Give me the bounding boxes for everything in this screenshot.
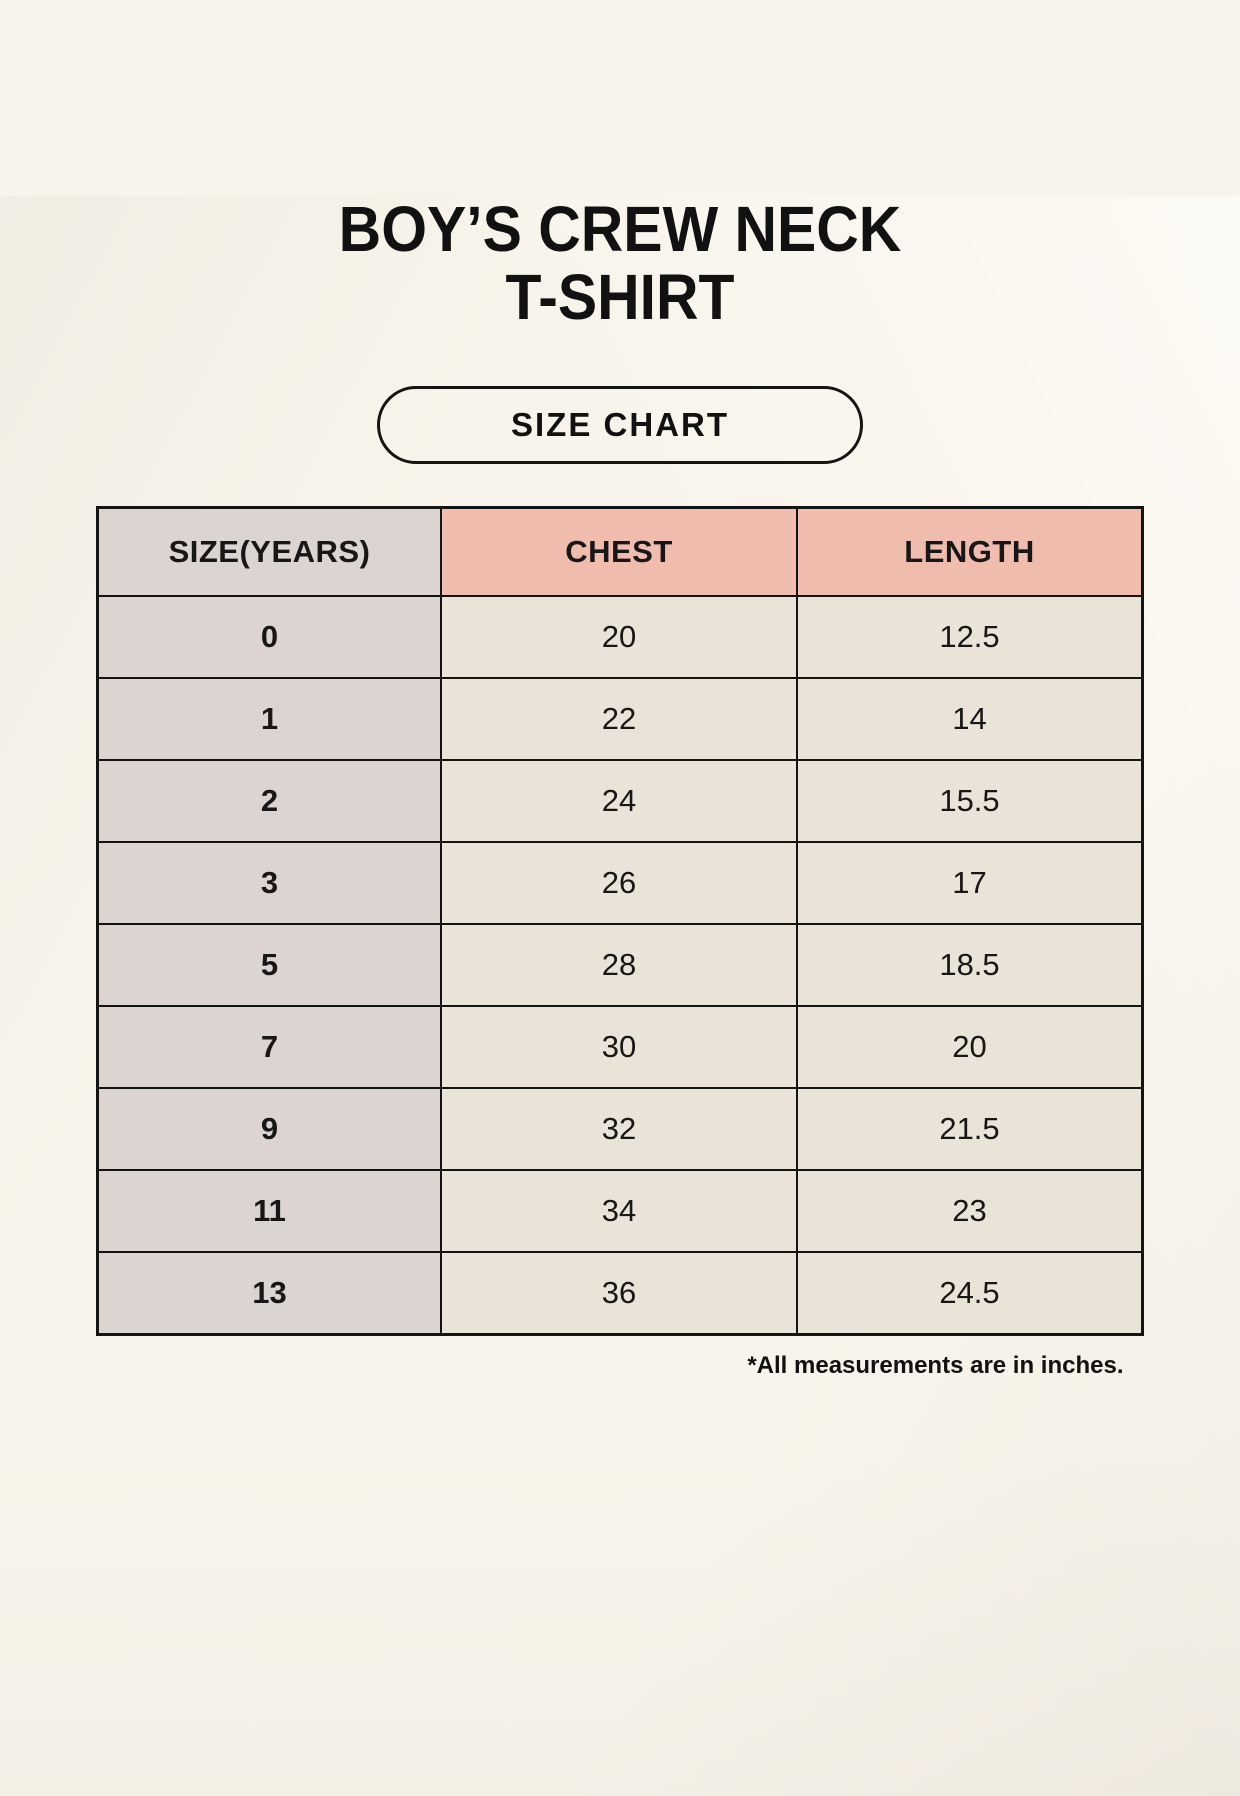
measurements-footnote: *All measurements are in inches. (747, 1351, 1124, 1379)
page-title-line-1: BOY’S CREW NECK (338, 193, 902, 265)
size-cell: 11 (96, 1168, 442, 1253)
chest-cell: 30 (440, 1004, 798, 1089)
size-table-header: SIZE(YEARS) CHEST LENGTH (96, 506, 1144, 597)
table-row: 13 36 24.5 (96, 1250, 1144, 1336)
header-row: SIZE(YEARS) CHEST LENGTH (96, 506, 1144, 597)
size-cell: 9 (96, 1086, 442, 1171)
chest-cell: 24 (440, 758, 798, 843)
page-title: BOY’S CREW NECK T-SHIRT (50, 193, 1191, 333)
size-cell: 3 (96, 840, 442, 925)
table-row: 9 32 21.5 (96, 1086, 1144, 1171)
table-row: 5 28 18.5 (96, 922, 1144, 1007)
chest-cell: 28 (440, 922, 798, 1007)
table-row: 11 34 23 (96, 1168, 1144, 1253)
size-chart-badge: SIZE CHART (377, 385, 863, 464)
chest-cell: 34 (440, 1168, 798, 1253)
length-cell: 12.5 (796, 594, 1144, 679)
column-header-chest: CHEST (440, 506, 798, 597)
length-cell: 17 (796, 840, 1144, 925)
size-cell: 5 (96, 922, 442, 1007)
table-row: 0 20 12.5 (96, 594, 1144, 679)
size-chart-badge-label: SIZE CHART (511, 405, 729, 443)
chest-cell: 22 (440, 676, 798, 761)
size-chart-page: BOY’S CREW NECK T-SHIRT SIZE CHART SIZE(… (0, 193, 1240, 1380)
table-row: 3 26 17 (96, 840, 1144, 925)
length-cell: 15.5 (796, 758, 1144, 843)
chest-cell: 26 (440, 840, 798, 925)
column-header-size-years: SIZE(YEARS) (96, 506, 442, 597)
size-cell: 0 (96, 594, 442, 679)
table-row: 1 22 14 (96, 676, 1144, 761)
length-cell: 23 (796, 1168, 1144, 1253)
table-row: 2 24 15.5 (96, 758, 1144, 843)
size-cell: 1 (96, 676, 442, 761)
size-cell: 13 (96, 1250, 442, 1336)
chest-cell: 32 (440, 1086, 798, 1171)
length-cell: 21.5 (796, 1086, 1144, 1171)
length-cell: 18.5 (796, 922, 1144, 1007)
column-header-length: LENGTH (796, 506, 1144, 597)
length-cell: 20 (796, 1004, 1144, 1089)
size-cell: 2 (96, 758, 442, 843)
chest-cell: 20 (440, 594, 798, 679)
size-cell: 7 (96, 1004, 442, 1089)
chest-cell: 36 (440, 1250, 798, 1336)
length-cell: 24.5 (796, 1250, 1144, 1336)
length-cell: 14 (796, 676, 1144, 761)
page-title-line-2: T-SHIRT (505, 260, 735, 333)
table-row: 7 30 20 (96, 1004, 1144, 1089)
size-table-body: 0 20 12.5 1 22 14 2 24 15.5 3 26 17 5 28 18.5 7 30 20 9 32 2… (96, 594, 1144, 1336)
size-table: SIZE(YEARS) CHEST LENGTH 0 20 12.5 1 22 14 2 24 15… (96, 505, 1144, 1336)
